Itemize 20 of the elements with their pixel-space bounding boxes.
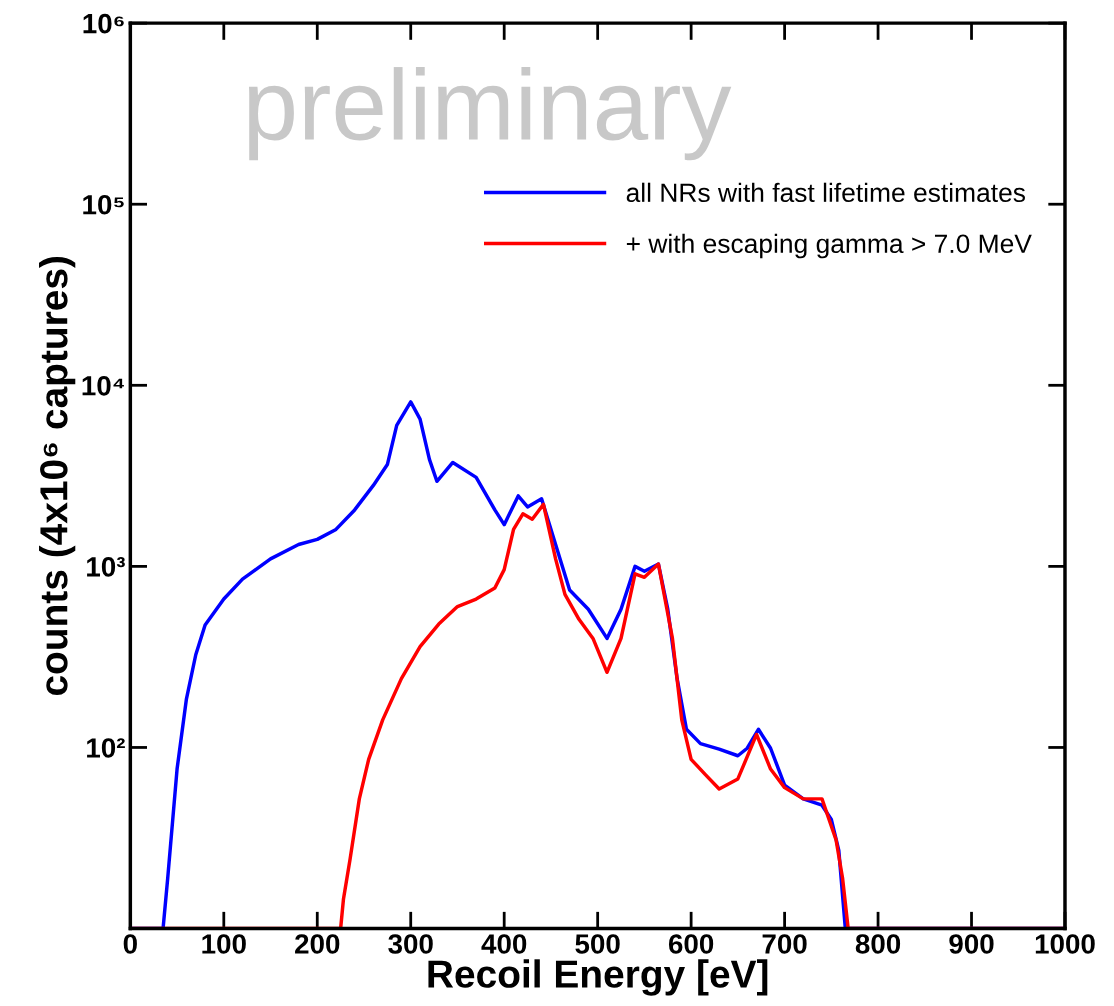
y-tick-label: 10⁴ bbox=[82, 375, 124, 396]
y-tick-label: 10² bbox=[87, 738, 125, 758]
x-tick-label: 300 bbox=[388, 934, 433, 954]
y-axis-title: counts (4x10⁶ captures) bbox=[39, 257, 76, 696]
x-tick-label: 800 bbox=[855, 934, 901, 954]
y-tick-label: 10³ bbox=[87, 557, 125, 577]
x-tick-label: 1000 bbox=[1035, 934, 1095, 954]
x-tick-label: 0 bbox=[123, 934, 137, 954]
x-tick-label: 700 bbox=[762, 934, 807, 954]
legend-label: + with escaping gamma > 7.0 MeV bbox=[626, 233, 1032, 259]
x-tick-label: 400 bbox=[481, 934, 527, 954]
x-tick-label: 200 bbox=[295, 934, 340, 954]
x-axis-title: Recoil Energy [eV] bbox=[428, 959, 768, 996]
x-tick-label: 500 bbox=[575, 934, 620, 954]
x-tick-label: 900 bbox=[949, 934, 994, 954]
legend-label: all NRs with fast lifetime estimates bbox=[626, 182, 1025, 203]
y-tick-label: 10⁶ bbox=[83, 13, 124, 34]
y-tick-label: 10⁵ bbox=[83, 194, 124, 215]
x-tick-label: 100 bbox=[202, 934, 246, 954]
x-tick-label: 600 bbox=[668, 934, 714, 954]
